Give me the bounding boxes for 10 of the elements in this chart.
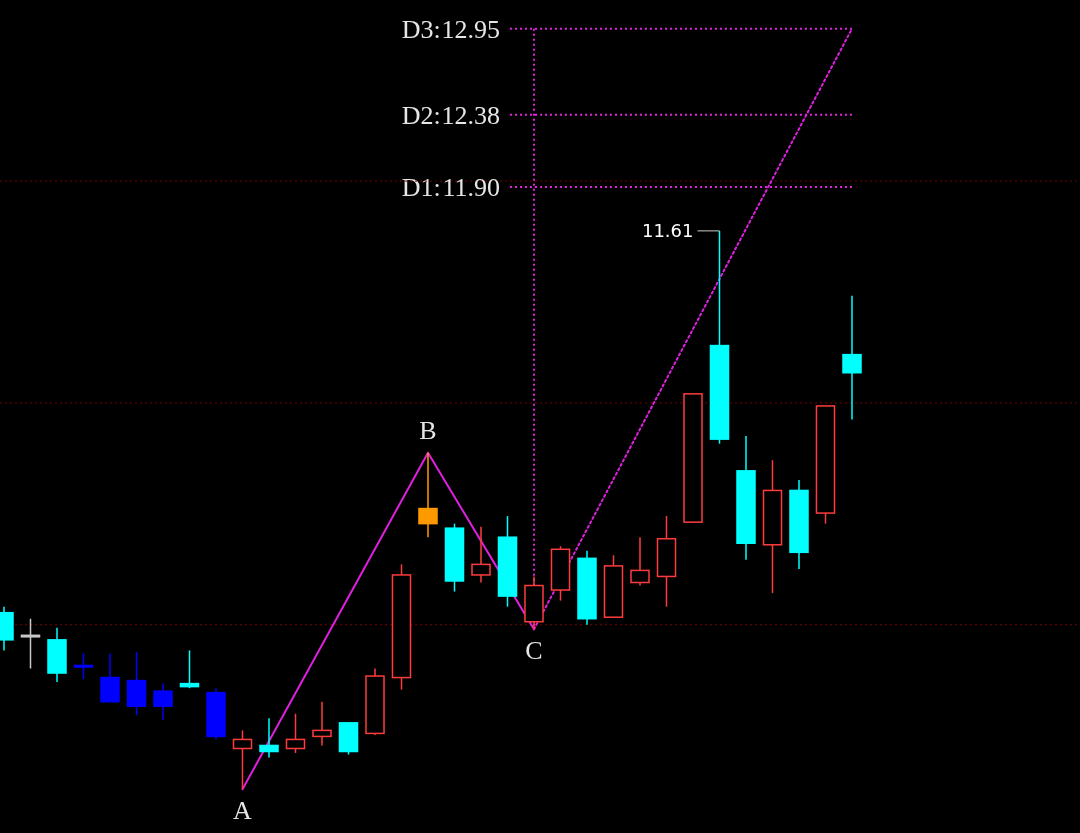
- annotation: C: [525, 636, 543, 666]
- y-tick-label: 12.38: [441, 100, 500, 130]
- ref-line-label: D3:: [401, 14, 441, 44]
- annotation: 11.61: [641, 220, 694, 242]
- y-tick-label: 12.95: [441, 14, 500, 44]
- annotation: B: [419, 415, 437, 445]
- ref-line-label: D2:: [401, 100, 441, 130]
- annotation: A: [233, 796, 253, 826]
- ref-line-label: D1:: [401, 173, 441, 203]
- y-tick-label: 11.90: [442, 173, 500, 203]
